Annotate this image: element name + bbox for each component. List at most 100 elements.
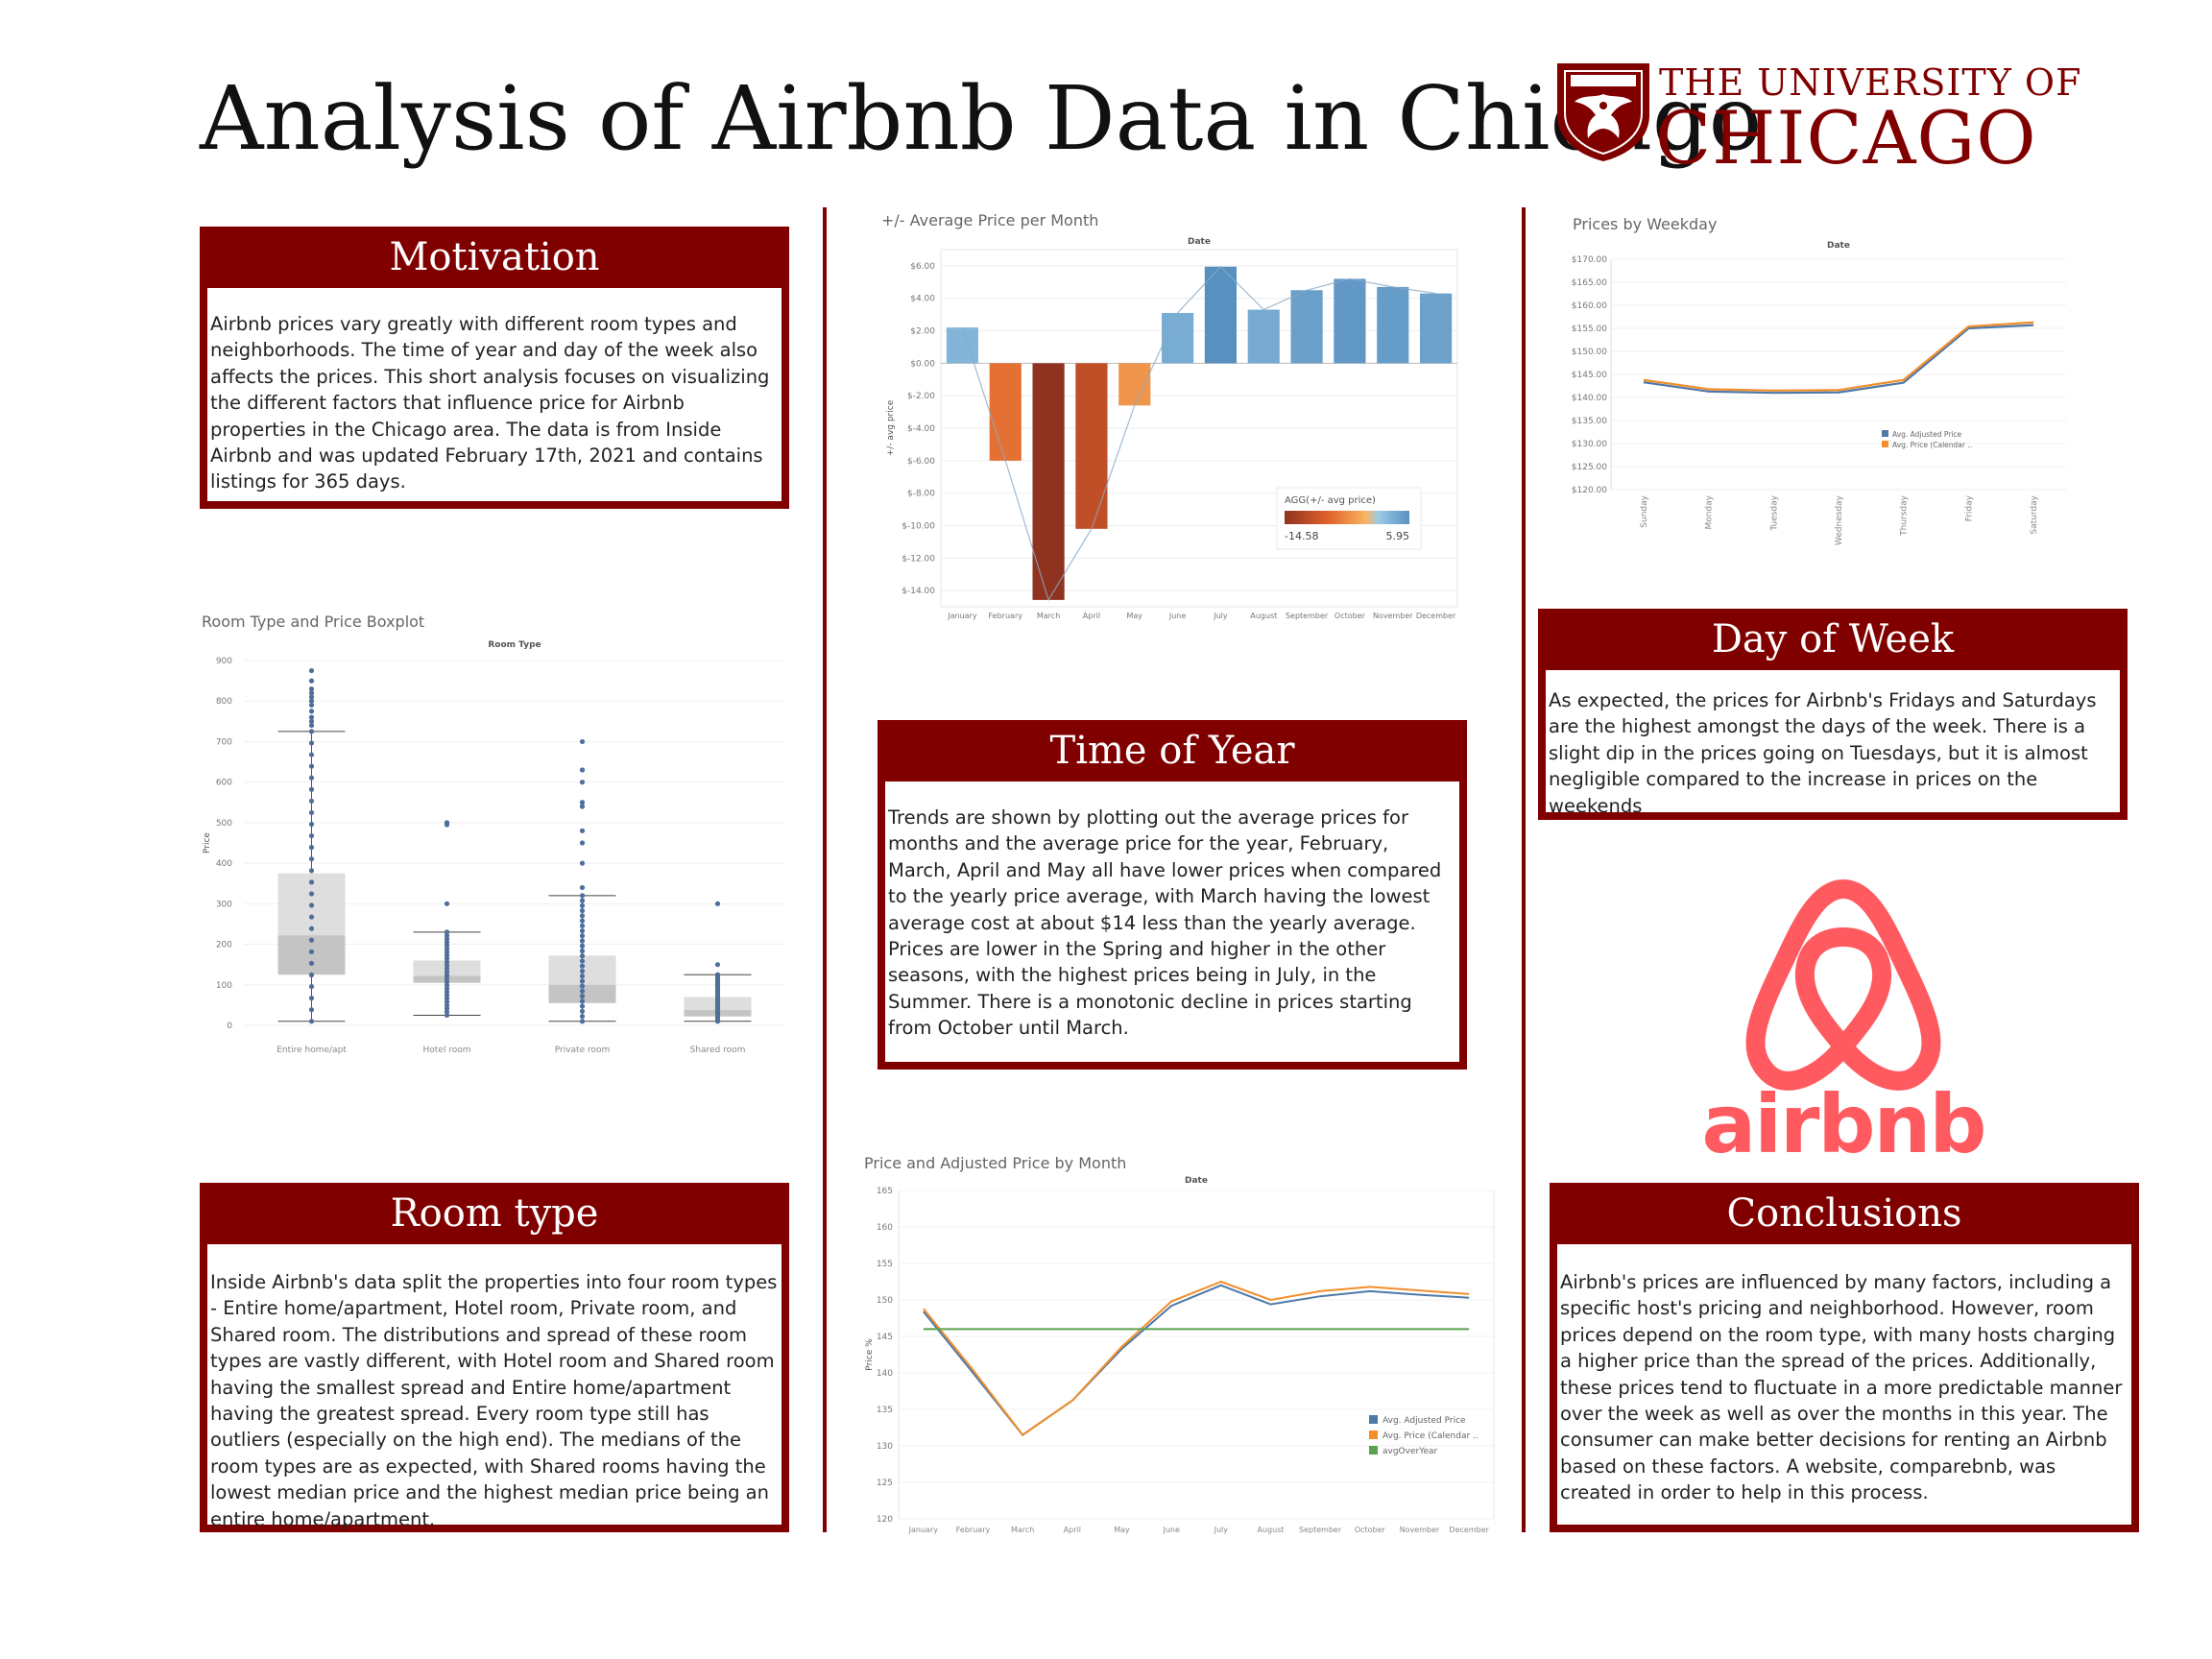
motivation-text: Airbnb prices vary greatly with differen… <box>207 288 781 501</box>
y-tick-label: $120.00 <box>1572 486 1607 495</box>
data-point <box>579 968 586 974</box>
x-tick-label: Tuesday <box>1769 494 1779 531</box>
legend-max-label: 5.95 <box>1386 530 1410 542</box>
trend-line <box>961 265 1436 602</box>
conclusions-box: Conclusions Airbnb's prices are influenc… <box>1550 1183 2139 1532</box>
data-point <box>579 907 586 914</box>
y-tick-label: $-12.00 <box>902 554 935 564</box>
room-type-box: Room type Inside Airbnb's data split the… <box>200 1183 789 1532</box>
x-tick-label: Thursday <box>1900 494 1910 537</box>
bar <box>1032 363 1065 600</box>
data-point <box>308 702 315 709</box>
y-tick-label: $4.00 <box>910 295 935 304</box>
y-tick-label: $125.00 <box>1572 463 1607 472</box>
legend-min-label: -14.58 <box>1285 530 1318 542</box>
data-point <box>579 994 586 999</box>
series-line <box>923 1280 1470 1436</box>
data-point <box>308 926 315 931</box>
data-point <box>579 974 586 979</box>
y-tick-label: 100 <box>216 981 232 991</box>
x-tick-label: Wednesday <box>1835 494 1844 545</box>
y-tick-label: $-2.00 <box>907 392 935 401</box>
y-tick-label: $135.00 <box>1572 417 1607 426</box>
bar <box>946 327 979 364</box>
data-point <box>579 953 586 959</box>
motivation-heading: Motivation <box>389 235 600 279</box>
x-axis-title: Date <box>1827 241 1850 251</box>
page-title: Analysis of Airbnb Data in Chicago <box>200 67 1763 170</box>
data-point <box>308 914 315 920</box>
legend-label: Avg. Adjusted Price <box>1382 1416 1466 1426</box>
data-point <box>579 913 586 919</box>
bar <box>1204 266 1238 364</box>
data-point <box>308 667 315 674</box>
y-axis-title: Price <box>203 832 212 854</box>
x-tick-label: Saturday <box>2030 494 2039 534</box>
y-tick-label: $-14.00 <box>902 587 935 596</box>
data-point <box>308 698 315 704</box>
legend-swatch <box>1882 441 1888 447</box>
x-tick-label: November <box>1400 1526 1440 1534</box>
x-tick-label: Hotel room <box>423 1046 471 1055</box>
x-tick-label: Monday <box>1705 494 1715 529</box>
y-tick-label: 145 <box>877 1333 893 1342</box>
y-tick-label: $-6.00 <box>907 457 935 467</box>
data-point <box>714 972 721 977</box>
x-tick-label: December <box>1449 1526 1489 1534</box>
chart-title-boxplot: Room Type and Price Boxplot <box>202 613 425 631</box>
y-tick-label: $150.00 <box>1572 348 1607 357</box>
chart-month-price: Date Price % 165 160 155 150 145 140 135 130 125 12… <box>865 1176 1495 1534</box>
data-point <box>579 800 586 805</box>
data-point <box>308 809 315 816</box>
y-tick-label: 900 <box>216 657 232 666</box>
data-point <box>308 709 315 714</box>
room-type-text: Inside Airbnb's data split the propertie… <box>207 1244 781 1530</box>
legend-label: Avg. Price (Calendar .. <box>1382 1431 1479 1441</box>
x-tick-label: Entire home/apt <box>276 1046 347 1055</box>
data-point <box>308 996 315 1001</box>
data-point <box>308 786 315 792</box>
data-point <box>308 690 315 696</box>
data-point <box>308 740 315 746</box>
data-point <box>579 828 586 833</box>
bar <box>1334 278 1366 364</box>
x-tick-label: September <box>1299 1526 1342 1534</box>
data-point <box>308 832 315 839</box>
x-tick-label: December <box>1416 612 1456 620</box>
x-tick-label: April <box>1064 1526 1081 1534</box>
y-tick-label: $2.00 <box>910 327 935 337</box>
data-point <box>308 845 315 851</box>
legend-title: AGG(+/- avg price) <box>1285 495 1376 506</box>
data-point <box>308 718 315 724</box>
y-tick-label: 140 <box>877 1369 893 1379</box>
data-point <box>308 868 315 874</box>
legend-swatch <box>1882 430 1888 437</box>
y-tick-label: $170.00 <box>1572 255 1607 265</box>
data-point <box>308 694 315 700</box>
data-point <box>308 856 315 862</box>
chart-month-diff: Date +/- avg price $6.00 $4.00 $2.00 $0.00 $-2… <box>886 237 1458 620</box>
data-point <box>579 1019 586 1024</box>
x-tick-label: October <box>1334 612 1366 620</box>
y-tick-label: $-10.00 <box>902 521 935 531</box>
y-tick-label: 300 <box>216 900 232 909</box>
x-tick-label: January <box>947 612 977 620</box>
y-tick-label: 800 <box>216 697 232 707</box>
day-of-week-box: Day of Week As expected, the prices for … <box>1538 609 2128 820</box>
x-tick-label: August <box>1258 1526 1285 1534</box>
time-of-year-text: Trends are shown by plotting out the ave… <box>885 781 1459 1062</box>
day-of-week-text: As expected, the prices for Airbnb's Fri… <box>1546 670 2120 817</box>
y-tick-label: 160 <box>877 1223 893 1233</box>
logo-line-2: CHICAGO <box>1655 95 2037 180</box>
legend-swatch <box>1369 1446 1378 1455</box>
data-point <box>308 1007 315 1013</box>
y-tick-label: 125 <box>877 1479 893 1488</box>
data-point <box>308 775 315 781</box>
legend-label: Avg. Price (Calendar .. <box>1892 441 1972 449</box>
y-tick-label: $165.00 <box>1572 278 1607 288</box>
y-tick-label: 500 <box>216 819 232 829</box>
bar <box>1419 293 1453 364</box>
x-tick-label: September <box>1286 612 1329 620</box>
chart-title-month-diff: +/- Average Price per Month <box>881 211 1099 229</box>
x-axis-title: Room Type <box>488 640 541 650</box>
